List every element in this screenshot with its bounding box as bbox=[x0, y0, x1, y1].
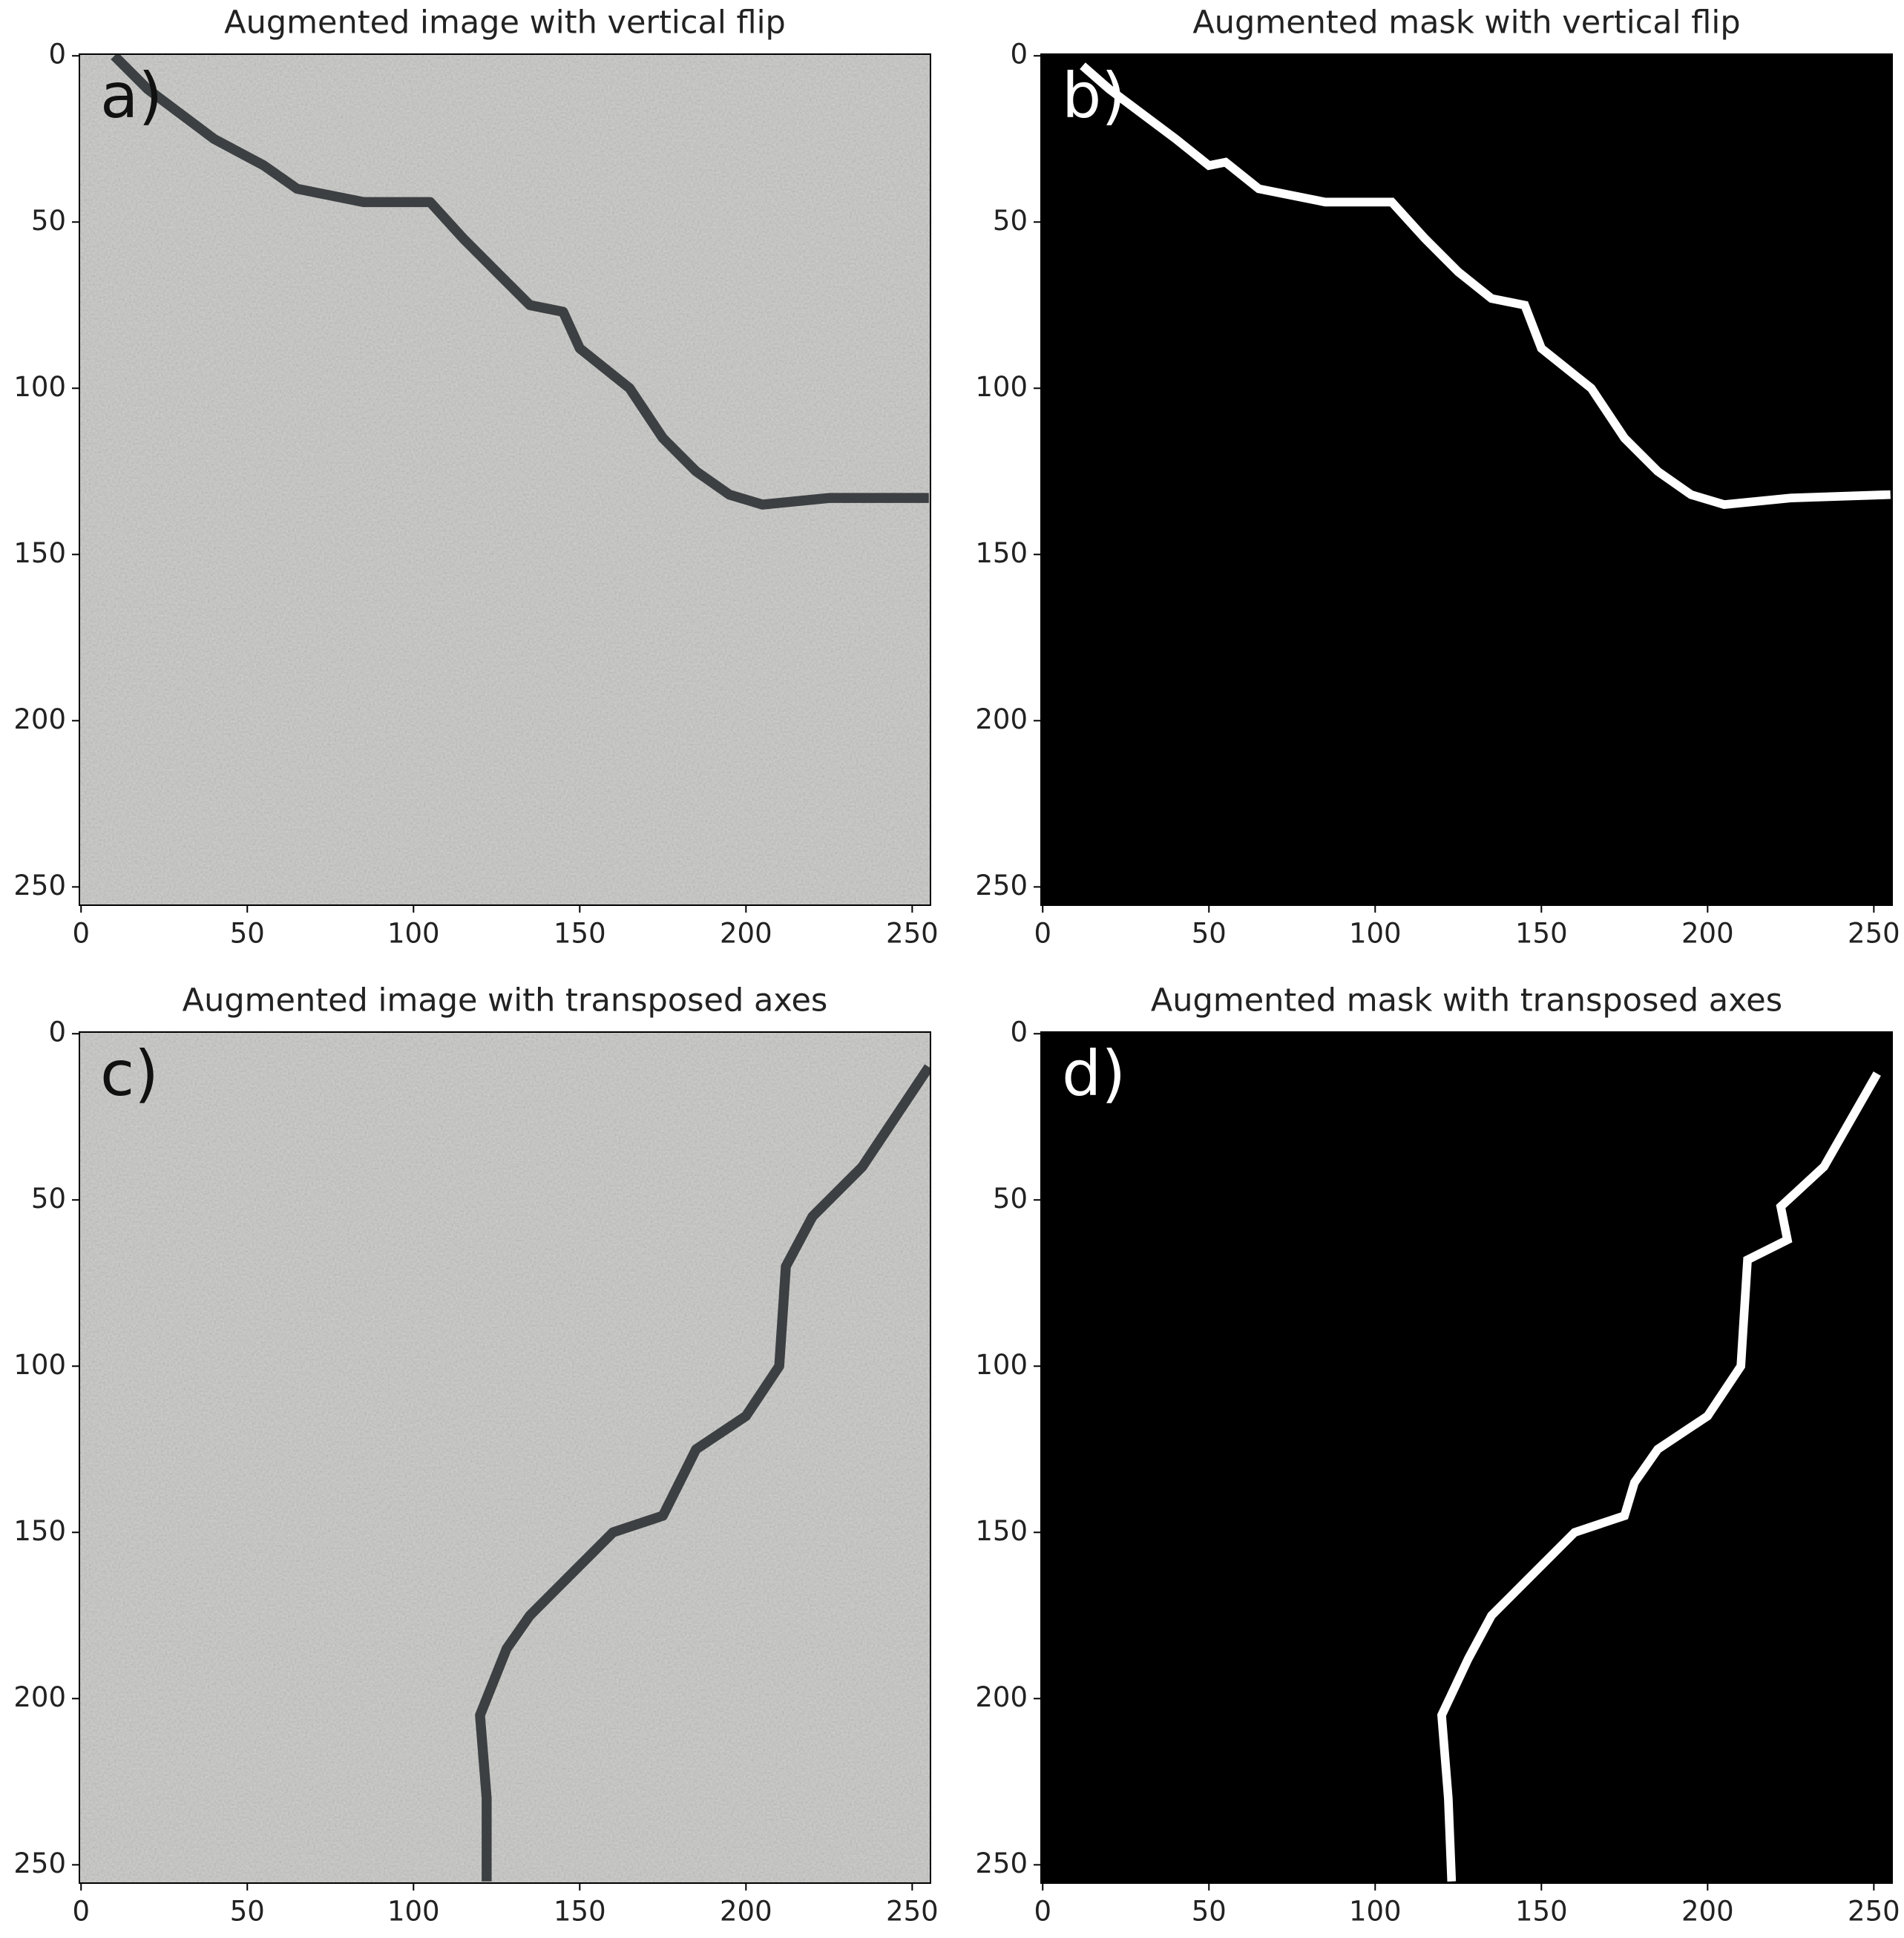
texture bbox=[79, 54, 930, 905]
y-tick-label: 50 bbox=[31, 205, 66, 237]
x-tick-label: 150 bbox=[1515, 918, 1568, 950]
x-tick-label: 0 bbox=[1034, 1896, 1051, 1928]
texture bbox=[79, 1032, 930, 1883]
panel-c: Augmented image with transposed axes c) 0 5… bbox=[13, 982, 938, 1928]
panel-title: Augmented mask with transposed axes bbox=[1151, 982, 1782, 1019]
x-tick-label: 100 bbox=[1349, 1896, 1402, 1928]
image-background bbox=[1041, 1032, 1892, 1883]
x-tick-label: 50 bbox=[1192, 918, 1227, 950]
y-tick-label: 200 bbox=[975, 1681, 1028, 1713]
panel-label: b) bbox=[1062, 59, 1126, 132]
panel-a: Augmented image with vertical flip a) 0 50 1… bbox=[13, 4, 938, 950]
y-tick-label: 150 bbox=[975, 1515, 1028, 1547]
x-tick-label: 200 bbox=[1681, 1896, 1734, 1928]
x-tick-label: 0 bbox=[72, 918, 90, 950]
y-tick-label: 200 bbox=[13, 703, 66, 735]
x-tick-label: 0 bbox=[72, 1896, 90, 1928]
y-tick-label: 250 bbox=[975, 1847, 1028, 1879]
panel-d: Augmented mask with transposed axes d) 0 50… bbox=[975, 982, 1900, 1928]
panel-label: d) bbox=[1062, 1037, 1126, 1110]
panel-title: Augmented mask with vertical flip bbox=[1192, 4, 1740, 42]
y-tick-label: 0 bbox=[1010, 39, 1028, 70]
y-tick-label: 100 bbox=[13, 371, 66, 403]
panel-label: c) bbox=[100, 1037, 159, 1110]
x-tick-label: 250 bbox=[1848, 1896, 1900, 1928]
y-tick-label: 150 bbox=[975, 537, 1028, 569]
axes-frame bbox=[79, 1031, 931, 1884]
x-tick-label: 250 bbox=[886, 1896, 939, 1928]
crack bbox=[111, 54, 929, 510]
panel-title: Augmented image with transposed axes bbox=[183, 982, 828, 1019]
y-tick-label: 250 bbox=[975, 870, 1028, 901]
x-tick-label: 50 bbox=[230, 918, 265, 950]
x-tick-label: 100 bbox=[1349, 918, 1402, 950]
y-tick-label: 50 bbox=[993, 205, 1028, 237]
x-tick-label: 0 bbox=[1034, 918, 1051, 950]
axes-frame bbox=[1040, 1031, 1893, 1884]
y-tick-label: 100 bbox=[13, 1349, 66, 1381]
y-tick-label: 150 bbox=[13, 537, 66, 569]
y-tick-label: 250 bbox=[13, 870, 66, 901]
y-tick-label: 50 bbox=[993, 1183, 1028, 1215]
y-tick-label: 100 bbox=[975, 1349, 1028, 1381]
x-tick-label: 250 bbox=[886, 918, 939, 950]
y-tick-label: 0 bbox=[1010, 1016, 1028, 1048]
x-tick-label: 100 bbox=[387, 918, 440, 950]
x-tick-label: 150 bbox=[1515, 1896, 1568, 1928]
y-tick-label: 100 bbox=[975, 371, 1028, 403]
y-tick-label: 0 bbox=[48, 39, 66, 70]
x-tick-label: 100 bbox=[387, 1896, 440, 1928]
x-tick-label: 150 bbox=[554, 918, 606, 950]
mask bbox=[1437, 1071, 1881, 1882]
panel-b: Augmented mask with vertical flip b) 0 50 10… bbox=[975, 4, 1900, 950]
axes-frame bbox=[79, 53, 931, 906]
y-tick-label: 250 bbox=[13, 1847, 66, 1879]
panel-label: a) bbox=[100, 59, 163, 132]
crack bbox=[475, 1064, 930, 1882]
y-tick-label: 50 bbox=[31, 1183, 66, 1215]
x-tick-label: 200 bbox=[1681, 918, 1734, 950]
panel-title: Augmented image with vertical flip bbox=[224, 4, 786, 42]
x-tick-label: 50 bbox=[1192, 1896, 1227, 1928]
y-tick-label: 200 bbox=[975, 703, 1028, 735]
mask bbox=[1080, 62, 1891, 510]
x-tick-label: 200 bbox=[720, 918, 772, 950]
image-background bbox=[1041, 54, 1892, 905]
x-tick-label: 200 bbox=[720, 1896, 772, 1928]
x-tick-label: 250 bbox=[1848, 918, 1900, 950]
y-tick-label: 200 bbox=[13, 1681, 66, 1713]
x-tick-label: 150 bbox=[554, 1896, 606, 1928]
y-tick-label: 150 bbox=[13, 1515, 66, 1547]
x-tick-label: 50 bbox=[230, 1896, 265, 1928]
axes-frame bbox=[1040, 53, 1893, 906]
y-tick-label: 0 bbox=[48, 1016, 66, 1048]
